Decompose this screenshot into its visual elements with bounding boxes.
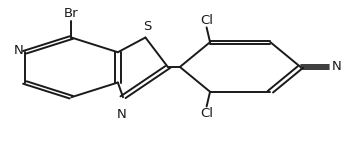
Text: S: S — [143, 20, 151, 33]
Text: N: N — [117, 108, 126, 121]
Text: N: N — [13, 44, 23, 57]
Text: Br: Br — [64, 7, 79, 20]
Text: Cl: Cl — [200, 14, 213, 27]
Text: Cl: Cl — [200, 107, 213, 120]
Text: N: N — [331, 60, 341, 73]
